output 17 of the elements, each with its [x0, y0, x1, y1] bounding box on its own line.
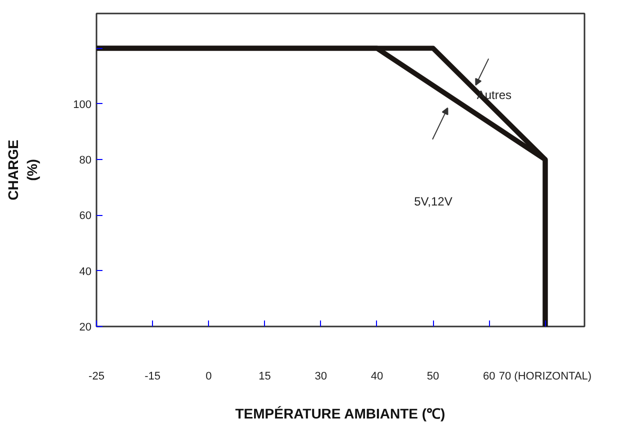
y-tick-label: 20	[79, 322, 92, 334]
x-tick-label: 50	[426, 370, 440, 382]
x-tick-label: 70 (HORIZONTAL)	[498, 370, 592, 382]
x-tick-label: -15	[144, 370, 161, 382]
x-axis-title: TEMPÉRATURE AMBIANTE (℃)	[235, 406, 446, 422]
y-tick-label: 60	[79, 210, 92, 222]
y-tick-label: 80	[79, 154, 92, 167]
x-tick-label: 60	[483, 370, 496, 382]
y-tick-label: 100	[73, 98, 92, 111]
x-tick-label: -25	[88, 370, 104, 382]
x-tick-label: 15	[258, 370, 271, 382]
x-tick-label: 0	[206, 370, 212, 382]
x-tick-label: 30	[314, 370, 327, 382]
y-tick-label: 40	[79, 266, 92, 278]
x-tick-label: 40	[370, 370, 384, 382]
y-axis-title: CHARGE (%)	[4, 140, 40, 200]
annotation: 5V,12V	[414, 194, 452, 208]
